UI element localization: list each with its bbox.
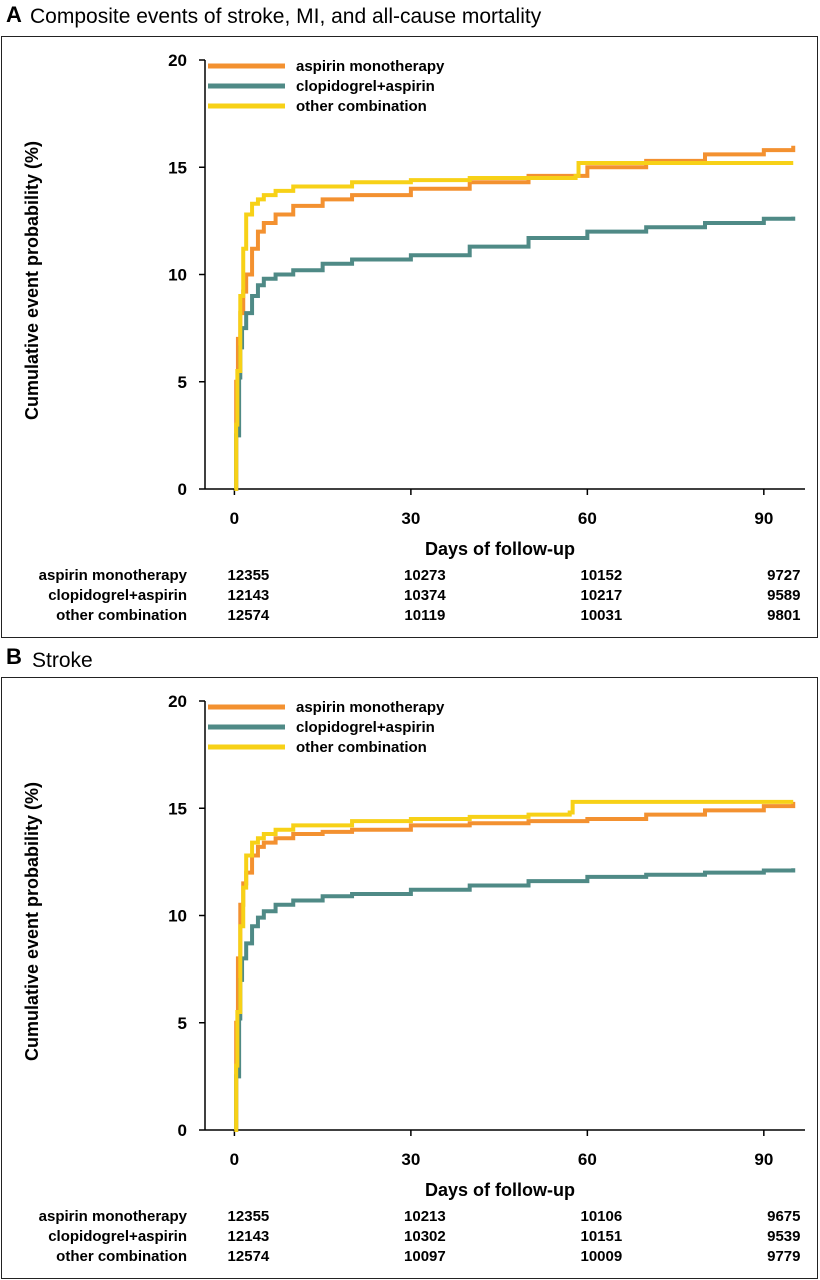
risk-cell: 10152 [580,567,622,584]
x-tick-label: 30 [401,509,420,528]
risk-cell: 10302 [404,1228,446,1245]
panel-b-title: Stroke [32,649,93,672]
y-tick-label: 0 [178,480,187,499]
series-line-other-combination [234,160,794,491]
risk-cell: 12355 [228,1208,270,1225]
risk-cell: 12355 [228,567,270,584]
risk-row-label: aspirin monotherapy [39,567,188,584]
panel-a-frame [1,36,818,638]
legend-label-aspirin-monotherapy: aspirin monotherapy [296,699,445,716]
panel-b-header: B Stroke [0,642,820,678]
risk-row-label: aspirin monotherapy [39,1208,188,1225]
y-tick-label: 10 [168,907,187,926]
y-tick-label: 5 [178,1014,187,1033]
risk-row-label: other combination [56,1248,187,1265]
legend-label-clopidogrel-aspirin: clopidogrel+aspirin [296,78,435,95]
risk-row-label: other combination [56,607,187,624]
panel-a-letter: A [6,2,22,27]
panel-a-header: A Composite events of stroke, MI, and al… [0,0,820,36]
legend-label-other-combination: other combination [296,739,427,756]
series-line-aspirin-monotherapy [234,801,796,1132]
legend-label-other-combination: other combination [296,98,427,115]
risk-cell: 9779 [767,1248,800,1265]
y-tick-label: 15 [168,158,187,177]
x-tick-label: 30 [401,1150,420,1169]
risk-row-label: clopidogrel+aspirin [48,1228,187,1245]
x-tick-label: 60 [578,509,597,528]
y-tick-label: 15 [168,799,187,818]
risk-cell: 9727 [767,567,800,584]
x-axis-title: Days of follow-up [425,539,575,559]
risk-row-label: clopidogrel+aspirin [48,587,187,604]
risk-cell: 9589 [767,587,800,604]
panel-b-frame [1,677,818,1279]
y-axis-title: Cumulative event probability (%) [22,141,42,420]
panel-a-chart: 0 5 10 15 20 0 30 60 90 Days of follow-up Cumulati… [22,51,805,624]
x-tick-label: 90 [754,509,773,528]
x-axis-title: Days of follow-up [425,1180,575,1200]
y-tick-label: 0 [178,1121,187,1140]
risk-cell: 9539 [767,1228,800,1245]
risk-cell: 10273 [404,567,446,584]
y-tick-label: 10 [168,266,187,285]
series-line-aspirin-monotherapy [234,145,796,491]
risk-cell: 9675 [767,1208,800,1225]
x-tick-label: 0 [230,509,239,528]
series-line-clopidogrel-aspirin [234,868,796,1132]
risk-cell: 12143 [228,587,270,604]
risk-cell: 10119 [404,607,445,624]
series-line-clopidogrel-aspirin [234,216,796,491]
risk-cell: 12574 [228,607,270,624]
x-tick-label: 0 [230,1150,239,1169]
risk-cell: 12143 [228,1228,270,1245]
risk-cell: 10097 [404,1248,446,1265]
y-tick-label: 5 [178,373,187,392]
panel-a-title: Composite events of stroke, MI, and all-… [30,5,542,28]
risk-cell: 10217 [580,587,622,604]
x-tick-label: 60 [578,1150,597,1169]
risk-cell: 10106 [580,1208,622,1225]
risk-cell: 10213 [404,1208,446,1225]
legend-label-aspirin-monotherapy: aspirin monotherapy [296,58,445,75]
risk-cell: 10031 [580,607,622,624]
x-tick-label: 90 [754,1150,773,1169]
panel-b-chart: 0 5 10 15 20 0 30 60 90 Days of follow-up Cumulati… [22,692,805,1265]
risk-cell: 9801 [767,607,800,624]
y-tick-label: 20 [168,692,187,711]
legend-label-clopidogrel-aspirin: clopidogrel+aspirin [296,719,435,736]
series-line-other-combination [234,799,794,1132]
risk-cell: 10151 [580,1228,622,1245]
risk-cell: 12574 [228,1248,270,1265]
panel-b-letter: B [6,644,22,669]
risk-cell: 10009 [580,1248,622,1265]
risk-cell: 10374 [404,587,446,604]
y-tick-label: 20 [168,51,187,70]
y-axis-title: Cumulative event probability (%) [22,782,42,1061]
